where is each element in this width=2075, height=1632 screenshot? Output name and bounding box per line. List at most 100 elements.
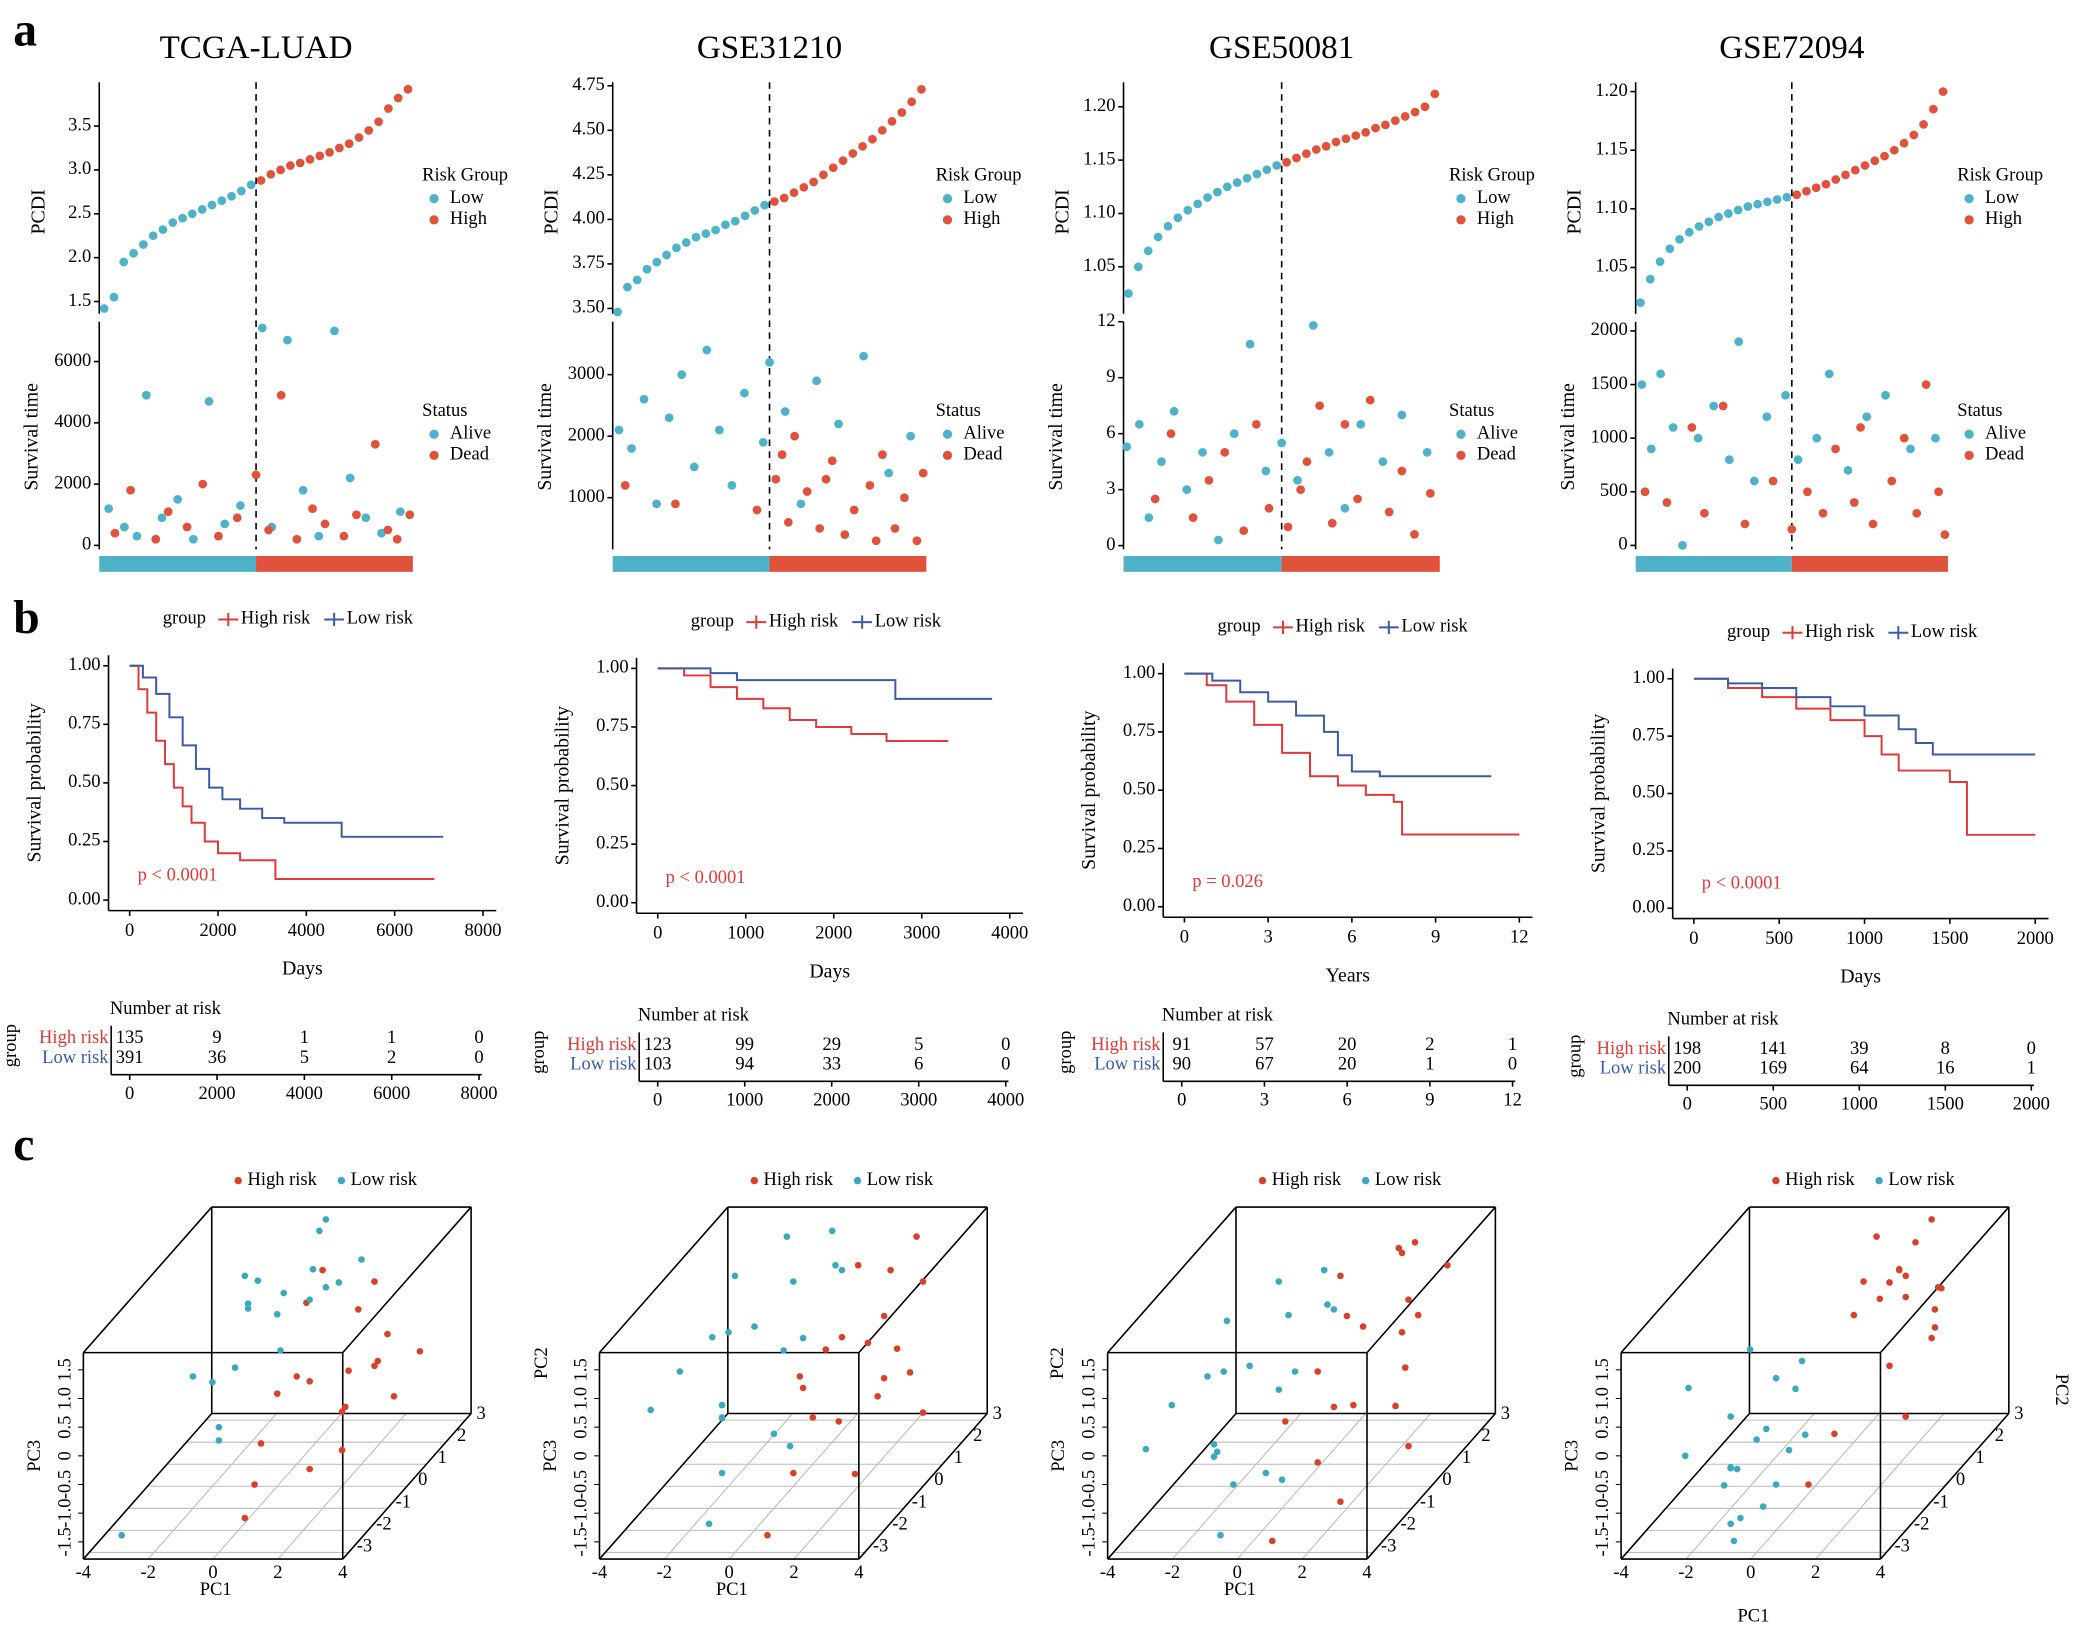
pca-point	[731, 1272, 739, 1280]
x-axis-title: PC1	[1224, 1579, 1256, 1600]
risk-point	[819, 170, 828, 180]
axis-title: PC2	[531, 1347, 552, 1379]
risk-count: 8	[1941, 1038, 1950, 1059]
x-tick-label: 4	[854, 1562, 863, 1583]
y-tick-label: 0.25	[596, 832, 628, 853]
y-tick-label: 0.25	[68, 830, 100, 851]
y-tick-label: 2000	[1591, 319, 1628, 340]
y-tick-label: 3000	[568, 363, 605, 384]
x-tick-label: -2	[1165, 1562, 1180, 1583]
pca-point	[371, 1278, 378, 1285]
legend-dot	[942, 429, 953, 439]
legend-label: High risk	[1272, 1169, 1342, 1190]
pca-point	[306, 1296, 313, 1303]
risk-point	[1782, 192, 1792, 202]
pca-point	[1792, 1385, 1799, 1393]
risk-count: 36	[208, 1047, 227, 1068]
box-edge	[1107, 1412, 1237, 1560]
status-point	[765, 357, 774, 367]
x-tick-label: 0	[1177, 1089, 1186, 1110]
pca-point	[1730, 1537, 1738, 1545]
y-tick-label: 2000	[54, 472, 91, 493]
status-point	[1803, 487, 1812, 497]
pca-point	[705, 1520, 713, 1528]
risk-point	[1381, 120, 1390, 130]
legend-dot	[1875, 1176, 1883, 1185]
status-point	[677, 370, 687, 380]
risk-point	[384, 104, 393, 113]
status-point	[1277, 438, 1287, 448]
status-point	[1134, 419, 1144, 429]
y-tick-label: 3	[1501, 1403, 1510, 1424]
risk-count: 29	[822, 1034, 841, 1055]
survival-curve	[657, 667, 993, 700]
status-point	[639, 394, 649, 404]
status-point	[1365, 395, 1375, 405]
pca-point	[1314, 1368, 1322, 1375]
box-edge	[1366, 1206, 1496, 1354]
axis-title: PC2	[1047, 1347, 1068, 1379]
z-tick-label: 1.0	[54, 1387, 75, 1410]
risk-point	[1919, 120, 1928, 129]
pca-point	[1798, 1357, 1806, 1365]
risk-point	[1675, 234, 1684, 244]
risk-point	[168, 218, 178, 227]
axis-title: Survival time	[534, 383, 556, 491]
row-label: Low risk	[1094, 1054, 1161, 1075]
risk-point	[1899, 138, 1909, 148]
z-tick-label: -1.5	[1079, 1527, 1100, 1556]
status-point	[1934, 487, 1943, 497]
pca-point	[838, 1333, 846, 1341]
status-point	[1353, 494, 1362, 504]
legend-title: Status	[422, 400, 467, 421]
risk-point	[364, 126, 374, 135]
pca-point	[1737, 1514, 1744, 1522]
status-point	[1921, 380, 1931, 389]
risk-point	[315, 151, 325, 161]
y-tick-label: 2.5	[68, 202, 91, 223]
z-tick-label: -1.0	[571, 1499, 592, 1528]
pca-point	[708, 1333, 716, 1341]
pca-point	[1928, 1216, 1935, 1223]
p-value: p < 0.0001	[666, 867, 746, 888]
status-point	[1831, 444, 1840, 454]
z-tick-label: 0	[571, 1451, 592, 1460]
pca-point	[1405, 1296, 1412, 1303]
z-tick-label: 0.5	[571, 1416, 592, 1439]
pca-point	[828, 1227, 836, 1235]
box-edge	[342, 1206, 472, 1354]
z-tick-label: 0	[54, 1451, 75, 1460]
pca-point	[1720, 1482, 1728, 1489]
pca-point	[251, 1481, 258, 1488]
pca-point	[1902, 1413, 1910, 1420]
x-tick-label: 1000	[1841, 1093, 1878, 1114]
chart-title: GSE72094	[1719, 30, 1865, 66]
y-tick-label: 0.25	[1123, 837, 1155, 858]
y-tick-label: 3.75	[572, 252, 604, 273]
survival-curve	[1693, 677, 2036, 756]
risk-count: 169	[1759, 1058, 1787, 1079]
box-edge	[598, 1206, 729, 1354]
legend-dot	[1964, 450, 1974, 461]
status-point	[906, 431, 916, 441]
pca-point	[893, 1345, 901, 1352]
risk-point	[1724, 209, 1733, 218]
status-point	[1245, 339, 1255, 349]
x-tick-label: -2	[657, 1562, 672, 1583]
p-value: p = 0.026	[1192, 871, 1263, 892]
legend-label: High risk	[764, 1169, 834, 1190]
pca-point	[1337, 1272, 1344, 1280]
y-tick-label: 1.20	[1083, 95, 1115, 116]
risk-point	[1753, 199, 1763, 209]
x-axis-title: PC1	[200, 1579, 232, 1600]
box-edge	[82, 1412, 213, 1560]
risk-point	[1831, 175, 1841, 184]
risk-point	[672, 243, 681, 253]
pca-point	[906, 1369, 914, 1376]
risk-point	[1272, 161, 1282, 170]
pca-point	[1210, 1453, 1218, 1461]
y-tick-label: 0	[1618, 534, 1627, 555]
risk-point	[730, 216, 740, 226]
status-point	[361, 513, 371, 523]
status-point	[1144, 513, 1154, 522]
